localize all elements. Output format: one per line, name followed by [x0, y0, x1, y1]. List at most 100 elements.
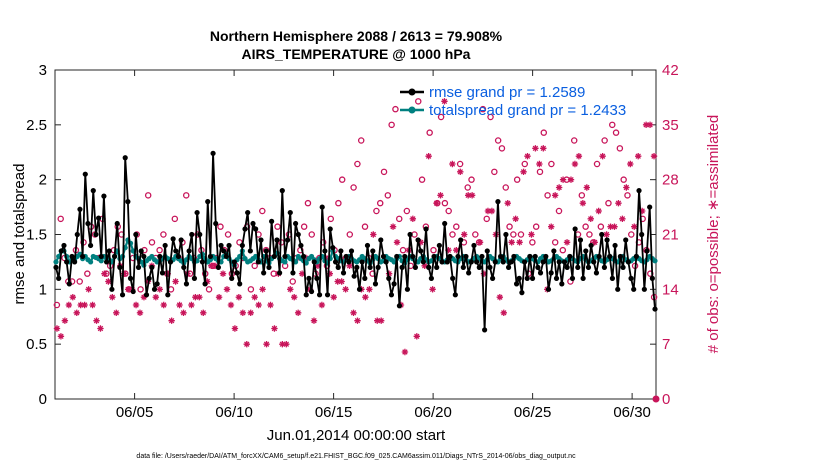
obs-possible-point	[84, 270, 91, 277]
rmse-point	[173, 248, 179, 254]
rmse-point	[348, 248, 355, 254]
obs-assimilated-point	[611, 223, 618, 230]
obs-possible-point	[532, 223, 540, 230]
obs-possible-point	[274, 223, 281, 230]
rmse-point	[250, 220, 256, 227]
rmse-point	[229, 275, 235, 281]
right-y-tick-label: 0	[662, 391, 670, 408]
rmse-point	[508, 259, 514, 265]
x-tick-label: 06/10	[215, 404, 253, 421]
rmse-point	[484, 248, 490, 254]
obs-assimilated-point	[263, 340, 270, 348]
legend-spread-marker	[408, 106, 416, 114]
rmse-point	[404, 286, 411, 292]
rmse-point	[431, 253, 437, 260]
obs-possible-point	[76, 278, 83, 285]
obs-assimilated-point	[271, 325, 278, 332]
obs-assimilated-point	[429, 286, 436, 293]
obs-possible-point	[53, 301, 61, 309]
rmse-point	[58, 248, 64, 254]
obs-possible-point	[506, 223, 513, 230]
chart-title-line1: Northern Hemisphere 2088 / 2613 = 79.908…	[210, 28, 503, 44]
left-y-tick-label: 3	[39, 62, 47, 79]
obs-assimilated-point	[500, 309, 507, 317]
obs-possible-point	[468, 176, 475, 183]
rmse-point	[402, 253, 408, 260]
obs-assimilated-point	[638, 207, 646, 215]
obs-possible-point	[156, 246, 163, 254]
rmse-point	[295, 231, 301, 238]
rmse-point	[521, 259, 528, 265]
rmse-point	[447, 253, 453, 260]
rmse-point	[199, 259, 206, 265]
obs-possible-point	[445, 207, 452, 215]
rmse-point	[367, 264, 373, 270]
rmse-point	[72, 259, 78, 265]
rmse-point	[452, 292, 458, 298]
obs-possible-point	[247, 286, 255, 293]
obs-possible-point	[415, 98, 422, 105]
rmse-point	[223, 253, 229, 260]
obs-possible-point	[338, 176, 346, 183]
obs-assimilated-point	[279, 340, 286, 348]
rmse-point	[615, 286, 621, 292]
rmse-point	[314, 275, 320, 281]
rmse-point	[306, 275, 312, 281]
rmse-point	[114, 220, 120, 227]
rmse-point	[569, 275, 576, 281]
plot-area	[54, 69, 657, 400]
obs-assimilated-point	[607, 223, 614, 230]
rmse-point	[359, 259, 365, 265]
rmse-point	[604, 237, 610, 243]
obs-assimilated-point	[571, 160, 579, 168]
obs-possible-point	[327, 215, 335, 223]
rmse-point	[202, 281, 208, 287]
obs-assimilated-point	[223, 286, 231, 293]
left-y-tick-label: 1	[39, 281, 47, 298]
obs-assimilated-point	[595, 207, 602, 215]
rmse-point	[277, 270, 283, 276]
obs-assimilated-point	[370, 231, 377, 238]
right-y-tick-label: 21	[662, 227, 679, 244]
obs-assimilated-point	[53, 325, 61, 332]
obs-possible-point	[354, 160, 361, 168]
rmse-point	[561, 259, 568, 265]
obs-assimilated-point	[247, 309, 254, 317]
rmse-point	[617, 253, 623, 260]
rmse-point	[516, 275, 522, 281]
rmse-point	[474, 259, 480, 265]
rmse-point	[455, 253, 461, 260]
rmse-point	[207, 253, 214, 260]
obs-assimilated-point	[457, 168, 464, 176]
obs-assimilated-point	[642, 121, 650, 129]
obs-assimilated-point	[306, 286, 314, 293]
obs-possible-point	[510, 231, 517, 238]
obs-assimilated-point	[160, 301, 167, 309]
rmse-point	[311, 259, 317, 265]
rmse-point	[529, 275, 536, 281]
obs-assimilated-point	[378, 317, 385, 324]
rmse-point	[487, 264, 493, 270]
x-axis: 06/05 06/10 06/15 06/20 06/25 06/30	[116, 70, 651, 421]
rmse-point	[303, 292, 309, 298]
rmse-point	[343, 253, 349, 260]
obs-assimilated-point	[559, 176, 567, 183]
rmse-point	[85, 220, 91, 227]
rmse-point	[628, 275, 634, 281]
rmse-point	[647, 204, 653, 210]
obs-possible-point	[570, 137, 578, 144]
obs-possible-point	[430, 246, 437, 254]
rmse-point	[388, 292, 395, 298]
obs-possible-point	[498, 145, 506, 152]
rmse-point	[466, 270, 472, 276]
obs-possible-point	[426, 129, 433, 136]
rmse-point	[141, 253, 147, 260]
rmse-point	[644, 248, 650, 254]
left-y-axis-label: rmse and totalspread	[11, 164, 28, 305]
obs-assimilated-point	[192, 293, 199, 301]
obs-assimilated-point	[555, 184, 563, 191]
rmse-point	[625, 259, 631, 265]
rmse-point	[231, 259, 237, 265]
obs-assimilated-point	[180, 309, 187, 317]
